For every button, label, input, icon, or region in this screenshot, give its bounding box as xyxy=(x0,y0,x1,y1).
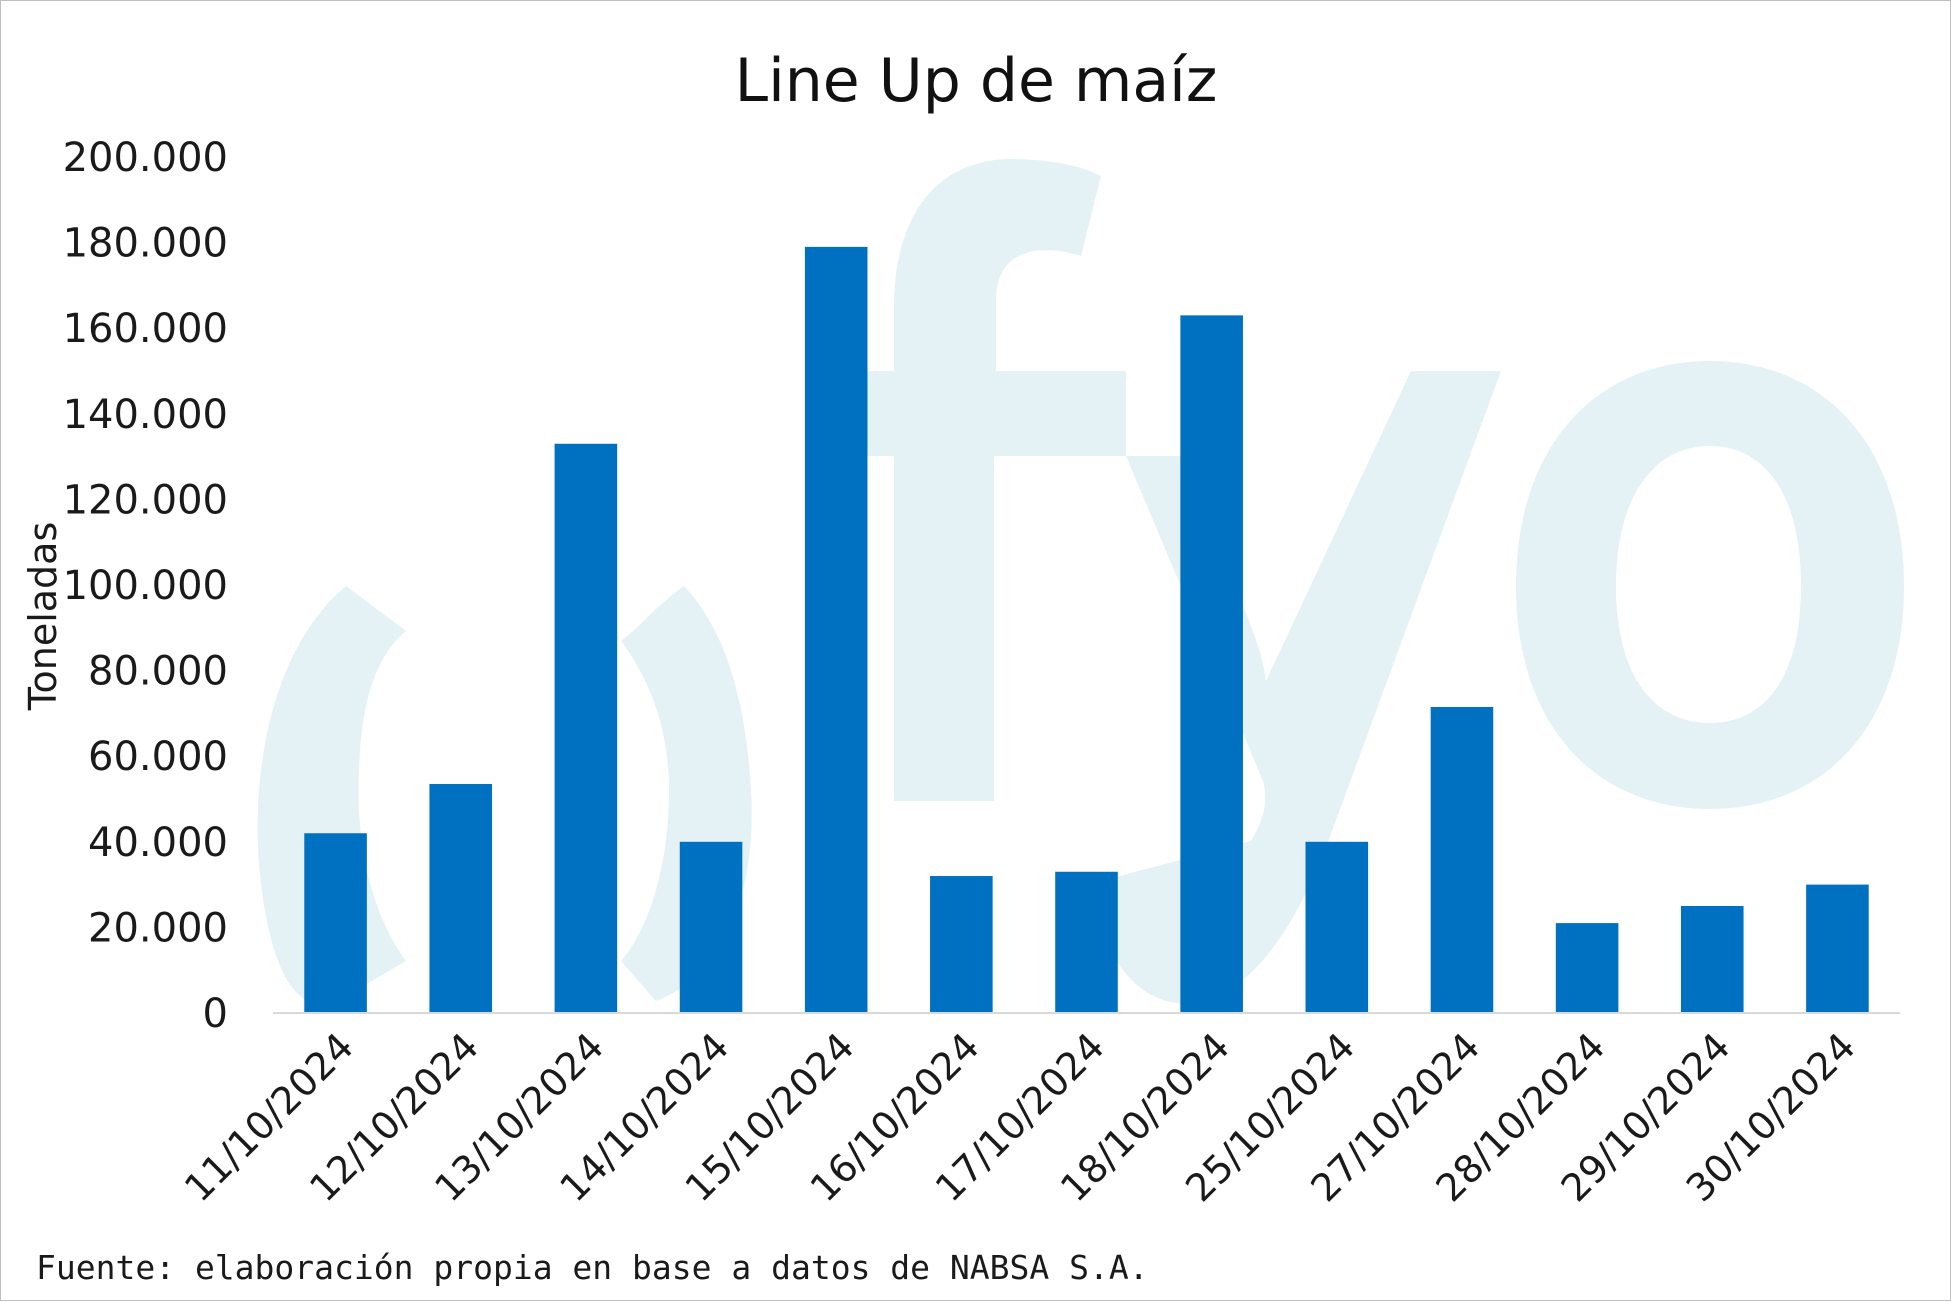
y-tick-label: 160.000 xyxy=(63,306,228,352)
bar xyxy=(804,246,868,1013)
y-tick-label: 20.000 xyxy=(88,905,228,951)
bar xyxy=(304,833,367,1013)
bar xyxy=(1430,706,1494,1013)
bar xyxy=(1680,906,1744,1013)
bar xyxy=(429,784,493,1013)
bar xyxy=(679,841,743,1013)
source-note: Fuente: elaboración propia en base a dat… xyxy=(36,1248,1149,1287)
bar xyxy=(1055,871,1118,1013)
bar xyxy=(1806,884,1869,1013)
x-axis-ticks: 11/10/202412/10/202413/10/202414/10/2024… xyxy=(176,1024,1864,1210)
chart-title: Line Up de maíz xyxy=(735,46,1218,116)
bar xyxy=(1305,841,1369,1013)
y-tick-label: 60.000 xyxy=(88,734,228,780)
y-axis-ticks: 0 20.000 40.000 60.000 80.000 100.000 120.000 1… xyxy=(63,135,228,1037)
y-axis-label: Toneladas xyxy=(21,522,65,712)
y-tick-label: 200.000 xyxy=(63,135,228,181)
bar xyxy=(1180,315,1243,1013)
y-tick-label: 0 xyxy=(203,991,228,1037)
y-tick-label: 100.000 xyxy=(63,563,228,609)
y-tick-label: 120.000 xyxy=(63,477,228,523)
y-tick-label: 40.000 xyxy=(88,820,228,866)
y-tick-label: 180.000 xyxy=(63,221,228,267)
bar xyxy=(554,443,618,1013)
bars xyxy=(304,246,1869,1013)
bar xyxy=(930,876,993,1013)
y-tick-label: 80.000 xyxy=(88,649,228,695)
bar xyxy=(1555,923,1619,1013)
y-tick-label: 140.000 xyxy=(63,392,228,438)
